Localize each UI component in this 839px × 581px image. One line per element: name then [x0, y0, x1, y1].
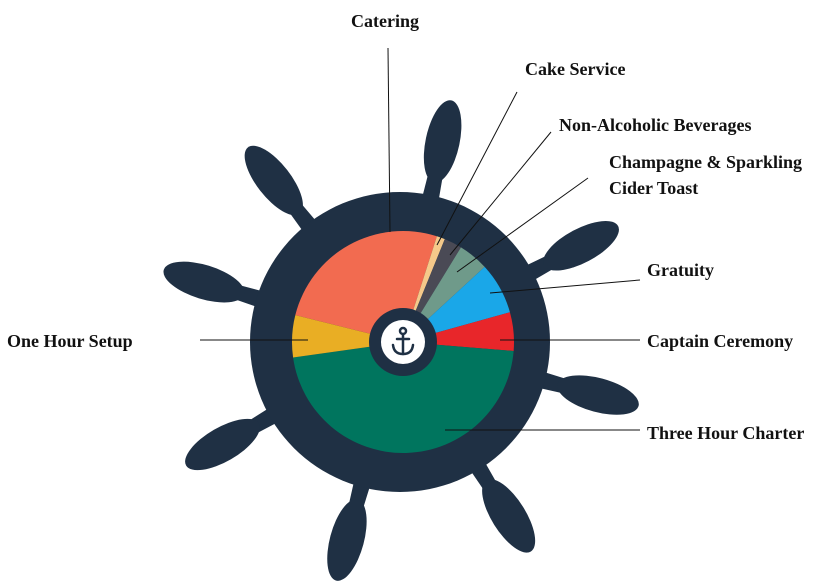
slice-label: Cake Service [525, 56, 625, 82]
handle-knob [553, 368, 643, 423]
slice-label: Non-Alcoholic Beverages [559, 112, 751, 138]
slice-label: Champagne & Sparkling Cider Toast [609, 149, 809, 201]
handle-knob [320, 495, 375, 581]
handle-knob [417, 97, 468, 186]
handle-knob [235, 137, 314, 224]
slice-label: Captain Ceremony [647, 328, 793, 354]
slice-label: One Hour Setup [7, 328, 133, 354]
slice-label: Gratuity [647, 257, 714, 283]
page: Catering Cake Service Non-Alcoholic Bevera… [0, 0, 839, 581]
slice-label: Catering [351, 8, 419, 34]
handle-knob [159, 254, 249, 311]
slice-label: Three Hour Charter [647, 420, 804, 446]
chart [0, 0, 839, 581]
